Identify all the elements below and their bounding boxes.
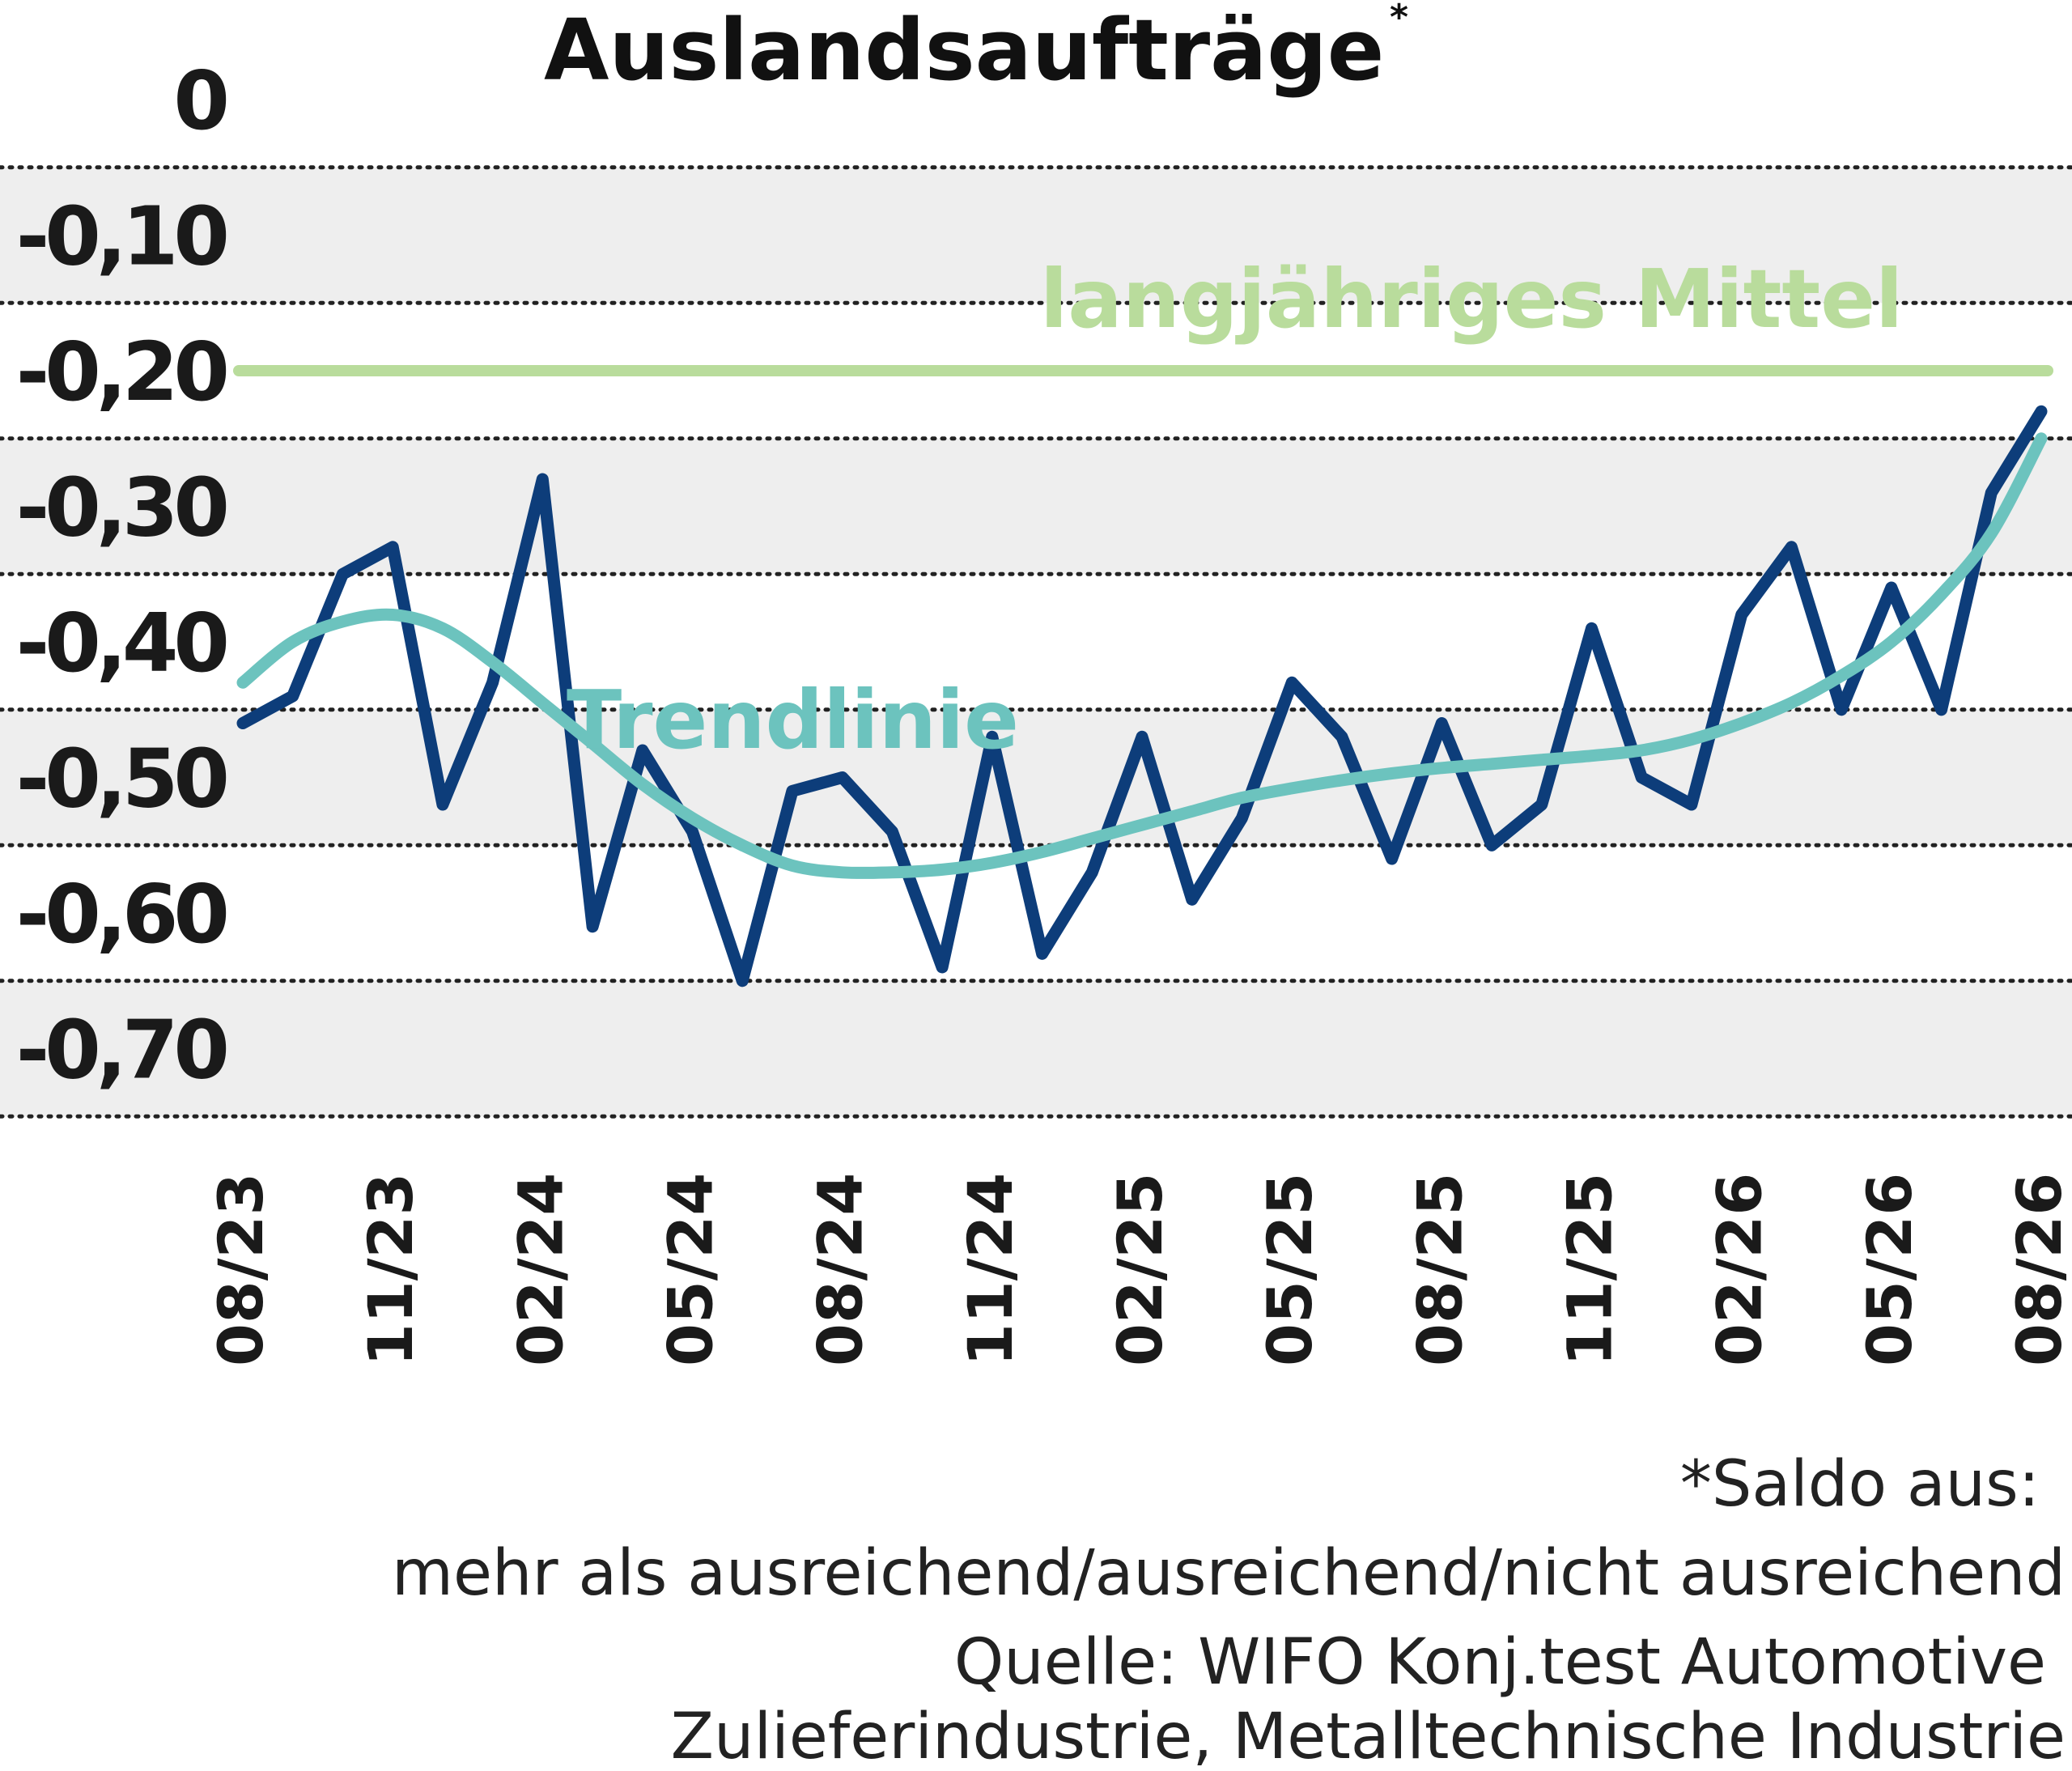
x-tick-label: 05/26 xyxy=(1853,1173,1926,1366)
footnotes: *Saldo aus: mehr als ausreichend/ausreic… xyxy=(392,1448,2066,1771)
x-tick-label: 11/23 xyxy=(355,1173,427,1366)
x-tick-label: 05/25 xyxy=(1254,1173,1326,1366)
background-band xyxy=(0,709,2072,846)
y-tick-label: -0,10 xyxy=(16,189,227,284)
x-tick-label: 08/23 xyxy=(205,1173,277,1366)
y-tick-label: -0,30 xyxy=(16,461,227,555)
note-line: Quelle: WIFO Konj.test Automotive xyxy=(954,1626,2046,1699)
y-tick-label: -0,20 xyxy=(16,325,227,419)
chart-title: Auslandsaufträge xyxy=(544,1,1384,100)
series-layer xyxy=(233,365,2053,987)
background-band xyxy=(0,167,2072,304)
x-tick-label: 08/25 xyxy=(1403,1173,1475,1366)
series-label-mittel: langjähriges Mittel xyxy=(1040,252,1903,346)
note-line: Zulieferindustrie, Metalltechnische Indu… xyxy=(671,1701,2066,1771)
y-tick-label: -0,60 xyxy=(16,867,227,962)
series-line-saldo xyxy=(236,405,2048,987)
y-tick-label: -0,50 xyxy=(16,732,227,826)
y-tick-label: -0,40 xyxy=(16,596,227,690)
x-tick-label: 02/24 xyxy=(504,1173,576,1366)
x-tick-label: 02/25 xyxy=(1104,1173,1176,1366)
x-axis-ticks: 08/23 11/23 02/24 05/24 08/24 11/24 02/25 05/25… xyxy=(205,1173,2072,1366)
x-tick-label: 11/24 xyxy=(954,1173,1026,1366)
background-band xyxy=(0,980,2072,1117)
x-tick-label: 05/24 xyxy=(655,1173,727,1366)
note-line: *Saldo aus: xyxy=(1680,1448,2040,1521)
y-axis-ticks: 0 -0,10 -0,20 -0,30 -0,40 -0,50 -0,60 -0,70 xyxy=(16,53,231,1098)
y-tick-label: 0 xyxy=(173,53,226,148)
title-asterisk: * xyxy=(1390,0,1408,38)
series-label-trendlinie: Trendlinie xyxy=(567,673,1019,767)
background-bands xyxy=(0,167,2072,1117)
x-tick-label: 08/24 xyxy=(805,1173,877,1366)
x-tick-label: 02/26 xyxy=(1704,1173,1776,1366)
note-line: mehr als ausreichend/ausreichend/nicht a… xyxy=(392,1537,2066,1610)
series-line-trendlinie xyxy=(236,432,2048,880)
y-tick-label: -0,70 xyxy=(16,1003,227,1098)
background-band xyxy=(0,438,2072,575)
x-tick-label: 08/26 xyxy=(2003,1173,2072,1366)
x-tick-label: 11/25 xyxy=(1554,1173,1626,1366)
